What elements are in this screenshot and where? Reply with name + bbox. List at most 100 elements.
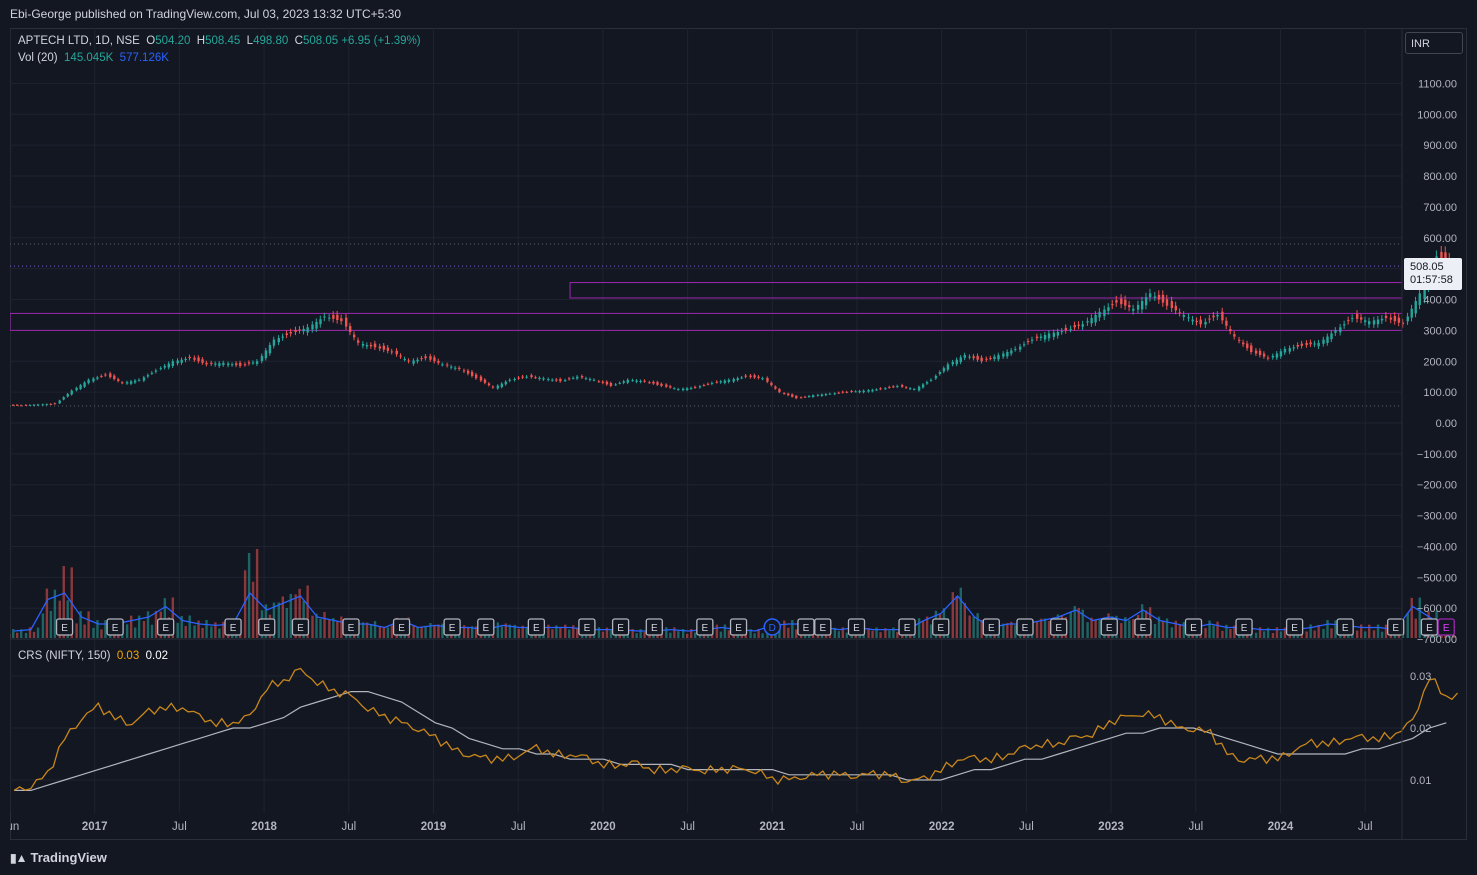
volume-bar <box>665 627 668 638</box>
volume-bar <box>1410 597 1413 638</box>
event-marker[interactable]: E <box>797 618 815 636</box>
symbol-name: APTECH LTD, 1D, NSE <box>18 35 140 47</box>
candle-body <box>1107 307 1110 311</box>
candle-body <box>959 357 962 363</box>
event-marker[interactable]: E <box>1134 618 1152 636</box>
volume-bar <box>972 616 975 638</box>
volume-legend[interactable]: Vol (20) 145.045K 577.126K <box>18 52 169 64</box>
price-tick-label: −500.00 <box>1417 572 1457 584</box>
currency-selector[interactable]: INR <box>1405 32 1463 54</box>
event-marker[interactable]: E <box>1336 618 1354 636</box>
event-marker[interactable]: E <box>611 618 630 636</box>
volume-bar <box>1132 619 1135 638</box>
earnings-icon <box>797 618 815 636</box>
candle-body <box>1035 336 1039 339</box>
event-label: E <box>1342 623 1349 634</box>
event-marker[interactable]: E <box>645 618 663 636</box>
candle-body <box>833 393 837 395</box>
candle-body <box>1372 320 1376 325</box>
volume-bar <box>1330 628 1333 638</box>
candle-body <box>75 387 78 391</box>
event-marker[interactable]: E <box>1016 618 1034 636</box>
candle-body <box>12 404 15 406</box>
candle-body <box>985 358 988 360</box>
event-marker[interactable]: E <box>443 618 461 636</box>
chart-frame[interactable] <box>10 28 1467 840</box>
event-marker[interactable]: E <box>392 618 411 636</box>
volume-bar <box>1073 606 1076 638</box>
candle-body <box>1266 357 1270 359</box>
volume-bar <box>154 611 158 638</box>
event-marker[interactable]: E <box>578 618 596 636</box>
volume-bar <box>1170 627 1174 638</box>
volume-bar <box>20 629 23 638</box>
candle-body <box>525 376 528 378</box>
earnings-icon <box>527 618 545 636</box>
tradingview-brand[interactable]: ▮▲ TradingView <box>10 850 107 865</box>
candle-body <box>1157 294 1161 300</box>
event-marker[interactable]: D <box>763 618 781 636</box>
event-marker[interactable]: E <box>1184 618 1203 636</box>
event-marker[interactable]: E <box>1420 618 1439 636</box>
event-marker[interactable]: E <box>729 618 748 636</box>
event-marker[interactable]: E <box>1050 618 1068 636</box>
volume-bar <box>298 588 301 638</box>
event-marker[interactable]: E <box>847 618 866 636</box>
volume-bar <box>673 627 676 638</box>
candle-body <box>1401 322 1405 325</box>
event-marker[interactable]: E <box>291 618 310 636</box>
event-marker[interactable]: E <box>1437 618 1455 636</box>
event-marker[interactable]: E <box>106 618 124 636</box>
event-marker[interactable]: E <box>477 618 495 636</box>
candle-body <box>1019 346 1022 350</box>
candle-body <box>597 381 601 383</box>
candle-body <box>243 364 247 366</box>
event-label: E <box>230 623 237 634</box>
candle-body <box>824 394 828 396</box>
event-marker[interactable]: E <box>932 618 950 636</box>
event-marker[interactable]: E <box>527 618 545 636</box>
volume-bar <box>285 607 288 638</box>
event-marker[interactable]: E <box>1285 618 1304 636</box>
event-marker[interactable]: E <box>258 618 276 636</box>
candle-body <box>1216 314 1219 317</box>
event-marker[interactable]: E <box>342 618 360 636</box>
candle-body <box>1204 321 1207 325</box>
event-marker[interactable]: E <box>898 618 916 636</box>
event-marker[interactable]: E <box>156 618 175 636</box>
candle-body <box>1187 317 1190 319</box>
event-marker[interactable]: E <box>224 618 242 636</box>
candle-body <box>1182 314 1186 317</box>
resistance-zones <box>10 282 1403 331</box>
price-tick-label: 1100.00 <box>1418 78 1457 90</box>
volume-bar <box>1233 625 1236 638</box>
candle-body <box>1060 331 1064 333</box>
candle-body <box>938 372 942 374</box>
crs-legend[interactable]: CRS (NIFTY, 150) 0.03 0.02 <box>18 650 168 662</box>
event-marker[interactable]: E <box>814 618 832 636</box>
candle-body <box>778 389 781 393</box>
price-tick-label: 700.00 <box>1423 202 1457 214</box>
event-marker[interactable]: E <box>1235 618 1253 636</box>
candle-body <box>942 368 946 372</box>
volume-bar <box>1266 627 1270 638</box>
volume-bar <box>222 621 225 638</box>
close-value: 508.05 <box>302 35 339 47</box>
candle-body <box>1283 348 1287 353</box>
footer-bar: ▮▲ TradingView <box>0 840 1477 875</box>
volume-bar <box>1157 616 1161 638</box>
symbol-legend[interactable]: APTECH LTD, 1D, NSE O504.20 H508.45 L498… <box>18 35 421 47</box>
event-label: E <box>819 623 826 634</box>
event-marker[interactable]: E <box>1100 618 1118 636</box>
candle-body <box>1212 315 1215 318</box>
earnings-icon <box>156 618 175 636</box>
event-marker[interactable]: E <box>55 618 74 636</box>
candle-body <box>559 378 562 382</box>
candle-body <box>41 404 45 406</box>
event-marker[interactable]: E <box>1387 618 1405 636</box>
event-marker[interactable]: E <box>982 618 1000 636</box>
event-marker[interactable]: E <box>696 618 714 636</box>
candle-body <box>1423 284 1426 299</box>
event-label: E <box>803 623 810 634</box>
